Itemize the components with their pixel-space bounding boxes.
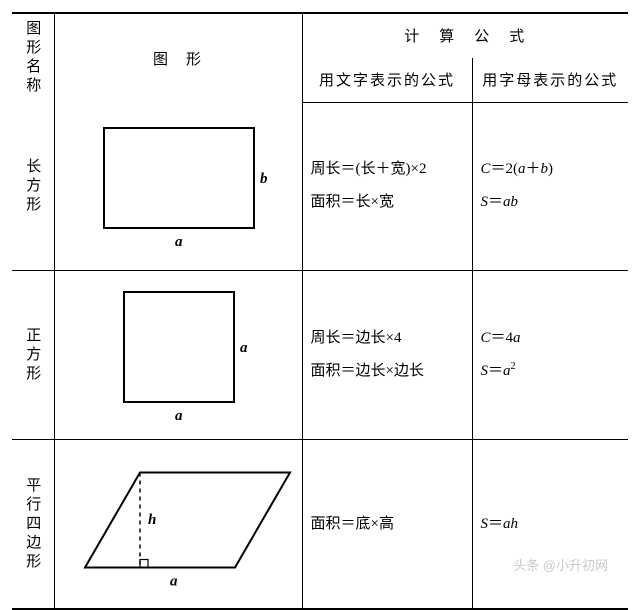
- letter-formula: S＝ah: [472, 440, 628, 610]
- header-letter-formula: 用字母表示的公式: [472, 58, 628, 102]
- header-name: 图形名称: [12, 13, 54, 102]
- shape-name: 平行四边形: [22, 477, 43, 572]
- letter-formula: C＝2(a＋b)S＝ab: [472, 102, 628, 271]
- shape-name: 长方形: [22, 158, 43, 215]
- svg-text:h: h: [148, 512, 156, 528]
- shape-diagram-parallelogram: ha: [55, 440, 302, 608]
- svg-text:a: a: [175, 408, 183, 424]
- header-text-formula: 用文字表示的公式: [302, 58, 472, 102]
- text-formula: 周长＝(长＋宽)×2面积＝长×宽: [302, 102, 472, 271]
- shape-diagram-square: aa: [55, 271, 302, 439]
- shape-name: 正方形: [22, 327, 43, 384]
- shape-diagram-rectangle: ab: [55, 102, 302, 270]
- letter-formula: C＝4aS＝a2: [472, 271, 628, 440]
- svg-text:a: a: [175, 234, 183, 250]
- table-row: 长方形 ab 周长＝(长＋宽)×2面积＝长×宽 C＝2(a＋b)S＝ab: [12, 102, 628, 271]
- formula-table: 图形名称 图形 计算公式 用文字表示的公式 用字母表示的公式 长方形 ab 周长…: [12, 12, 628, 610]
- svg-text:a: a: [240, 340, 248, 356]
- watermark: 头条 @小升初网: [513, 555, 608, 574]
- text-formula: 周长＝边长×4面积＝边长×边长: [302, 271, 472, 440]
- svg-text:a: a: [170, 574, 178, 590]
- table-row: 正方形 aa 周长＝边长×4面积＝边长×边长 C＝4aS＝a2: [12, 271, 628, 440]
- table-row: 平行四边形 ha 面积＝底×高 S＝ah: [12, 440, 628, 610]
- header-shape: 图形: [54, 13, 302, 102]
- svg-text:b: b: [260, 171, 268, 187]
- header-formula-group: 计算公式: [302, 13, 628, 58]
- text-formula: 面积＝底×高: [302, 440, 472, 610]
